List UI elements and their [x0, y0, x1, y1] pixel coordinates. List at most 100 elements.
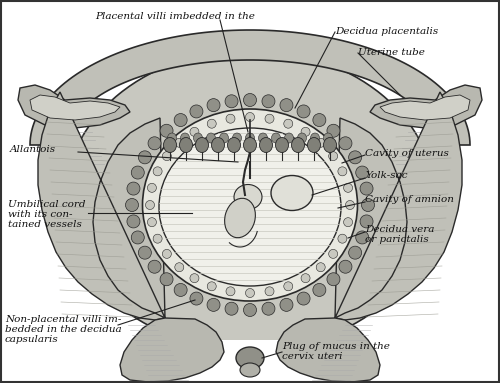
- Ellipse shape: [159, 128, 341, 286]
- Ellipse shape: [348, 151, 362, 164]
- Polygon shape: [380, 95, 470, 120]
- Ellipse shape: [232, 133, 241, 143]
- Ellipse shape: [339, 260, 352, 273]
- Ellipse shape: [280, 298, 293, 311]
- Ellipse shape: [132, 231, 144, 244]
- Text: Plug of mucus in the: Plug of mucus in the: [282, 342, 390, 351]
- Ellipse shape: [175, 138, 184, 147]
- Ellipse shape: [356, 166, 368, 179]
- Ellipse shape: [265, 114, 274, 123]
- Ellipse shape: [212, 137, 224, 152]
- Ellipse shape: [138, 151, 151, 164]
- Ellipse shape: [207, 99, 220, 111]
- Ellipse shape: [194, 133, 202, 143]
- Ellipse shape: [324, 137, 336, 152]
- Polygon shape: [276, 318, 380, 382]
- Ellipse shape: [246, 133, 254, 143]
- Ellipse shape: [175, 263, 184, 272]
- Polygon shape: [0, 0, 500, 60]
- Ellipse shape: [190, 292, 203, 305]
- Ellipse shape: [327, 124, 340, 137]
- Ellipse shape: [328, 249, 338, 259]
- Ellipse shape: [328, 152, 338, 160]
- Ellipse shape: [127, 182, 140, 195]
- Ellipse shape: [190, 127, 199, 136]
- Text: Decidua placentalis: Decidua placentalis: [335, 27, 438, 36]
- Ellipse shape: [148, 183, 156, 192]
- Ellipse shape: [146, 200, 154, 210]
- Ellipse shape: [180, 133, 190, 143]
- Text: tained vessels: tained vessels: [8, 220, 82, 229]
- Ellipse shape: [236, 347, 264, 369]
- Ellipse shape: [206, 133, 216, 143]
- Text: bedded in the decidua: bedded in the decidua: [5, 325, 121, 334]
- Ellipse shape: [356, 231, 368, 244]
- Ellipse shape: [162, 249, 172, 259]
- Polygon shape: [30, 95, 120, 120]
- Ellipse shape: [313, 283, 326, 296]
- Polygon shape: [335, 92, 462, 320]
- Text: cervix uteri: cervix uteri: [282, 352, 343, 361]
- Ellipse shape: [362, 198, 374, 211]
- Ellipse shape: [308, 137, 320, 152]
- Ellipse shape: [301, 127, 310, 136]
- Text: capsularis: capsularis: [5, 335, 59, 344]
- Ellipse shape: [284, 133, 294, 143]
- Ellipse shape: [258, 133, 268, 143]
- Ellipse shape: [292, 137, 304, 152]
- Ellipse shape: [265, 287, 274, 296]
- Ellipse shape: [313, 113, 326, 126]
- Text: Placental villi imbedded in the: Placental villi imbedded in the: [95, 12, 255, 21]
- Ellipse shape: [346, 200, 354, 210]
- Ellipse shape: [127, 215, 140, 228]
- Ellipse shape: [153, 167, 162, 176]
- Text: Cavity of amnion: Cavity of amnion: [365, 195, 454, 205]
- Ellipse shape: [316, 263, 325, 272]
- Ellipse shape: [244, 303, 256, 316]
- Ellipse shape: [262, 95, 275, 108]
- Ellipse shape: [225, 95, 238, 108]
- Ellipse shape: [360, 182, 373, 195]
- Ellipse shape: [148, 137, 161, 150]
- Ellipse shape: [162, 152, 172, 160]
- Ellipse shape: [284, 282, 293, 291]
- Ellipse shape: [234, 185, 262, 210]
- Text: Yolk-sac: Yolk-sac: [365, 172, 408, 180]
- Ellipse shape: [142, 109, 358, 301]
- Ellipse shape: [190, 274, 199, 283]
- Text: Umbilical cord: Umbilical cord: [8, 200, 86, 209]
- Ellipse shape: [164, 137, 176, 152]
- Ellipse shape: [338, 234, 347, 243]
- Polygon shape: [30, 30, 470, 145]
- Ellipse shape: [148, 260, 161, 273]
- Ellipse shape: [228, 137, 240, 152]
- Ellipse shape: [297, 105, 310, 118]
- Ellipse shape: [220, 133, 228, 143]
- Text: Decidua vera: Decidua vera: [365, 225, 434, 234]
- Polygon shape: [18, 85, 130, 128]
- Ellipse shape: [276, 137, 288, 152]
- Ellipse shape: [297, 292, 310, 305]
- Text: or parictalis: or parictalis: [365, 235, 429, 244]
- Ellipse shape: [153, 234, 162, 243]
- Ellipse shape: [132, 166, 144, 179]
- Ellipse shape: [244, 137, 256, 152]
- Ellipse shape: [260, 137, 272, 152]
- Ellipse shape: [138, 246, 151, 259]
- Text: Allantois: Allantois: [10, 146, 56, 154]
- Polygon shape: [38, 92, 165, 320]
- Ellipse shape: [246, 288, 254, 298]
- Ellipse shape: [301, 274, 310, 283]
- Ellipse shape: [207, 119, 216, 128]
- Ellipse shape: [174, 283, 187, 296]
- Ellipse shape: [196, 137, 208, 152]
- Ellipse shape: [240, 363, 260, 377]
- Ellipse shape: [174, 113, 187, 126]
- Ellipse shape: [190, 105, 203, 118]
- Ellipse shape: [338, 167, 347, 176]
- Ellipse shape: [280, 99, 293, 111]
- Ellipse shape: [207, 298, 220, 311]
- Ellipse shape: [148, 218, 156, 227]
- Text: Uterine tube: Uterine tube: [358, 48, 425, 57]
- Ellipse shape: [262, 302, 275, 315]
